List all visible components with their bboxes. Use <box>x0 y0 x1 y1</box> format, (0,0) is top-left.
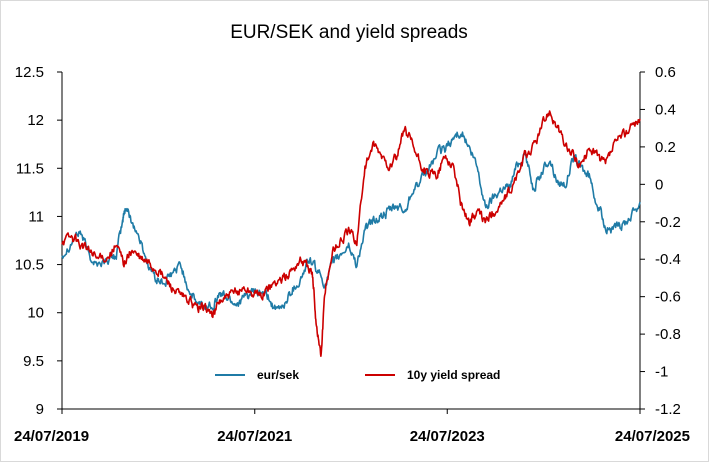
y-right-tick-label: -0.2 <box>655 214 681 231</box>
y-right-tick-label: -0.8 <box>655 326 681 343</box>
y-left-tick-label: 10 <box>27 305 44 322</box>
legend-label-eur-sek: eur/sek <box>257 368 299 382</box>
y-left-tick-label: 12 <box>27 112 44 129</box>
axes-layer: 12.5 12 11.5 11 10.5 10 9.5 9 0.6 0.4 0.2 0 -0.2 -0.4… <box>14 64 690 445</box>
y-right-tick-label: -0.4 <box>655 251 681 268</box>
y-right-tick-label: 0.6 <box>655 64 676 81</box>
y-right-tick-label: -1 <box>655 364 668 381</box>
y-left-tick-label: 11 <box>28 208 44 225</box>
y-left-tick-label: 10.5 <box>15 257 44 274</box>
y-left-tick-label: 11.5 <box>16 160 44 177</box>
y-right-tick-label: 0.4 <box>655 101 676 118</box>
y-left-tick-label: 12.5 <box>15 64 44 81</box>
y-right-tick-label: 0.2 <box>655 139 676 156</box>
y-right-tick-label: -0.6 <box>655 289 681 306</box>
y-right-tick-label: 0 <box>655 176 663 193</box>
chart-title: EUR/SEK and yield spreads <box>230 22 468 43</box>
y-right-tick-label: -1.2 <box>655 401 681 418</box>
x-tick-label: 24/07/2025 <box>615 428 690 445</box>
legend-label-10y-yield-spread: 10y yield spread <box>407 368 500 382</box>
x-tick-label: 24/07/2019 <box>14 428 89 445</box>
series-line-eur-sek <box>61 131 641 311</box>
y-left-tick-label: 9 <box>36 401 44 418</box>
x-tick-label: 24/07/2021 <box>217 428 292 445</box>
series-layer <box>61 110 641 357</box>
legend: eur/sek 10y yield spread <box>215 368 500 382</box>
x-tick-label: 24/07/2023 <box>410 428 485 445</box>
y-left-tick-label: 9.5 <box>23 353 44 370</box>
series-line-10y-yield-spread <box>61 110 641 357</box>
